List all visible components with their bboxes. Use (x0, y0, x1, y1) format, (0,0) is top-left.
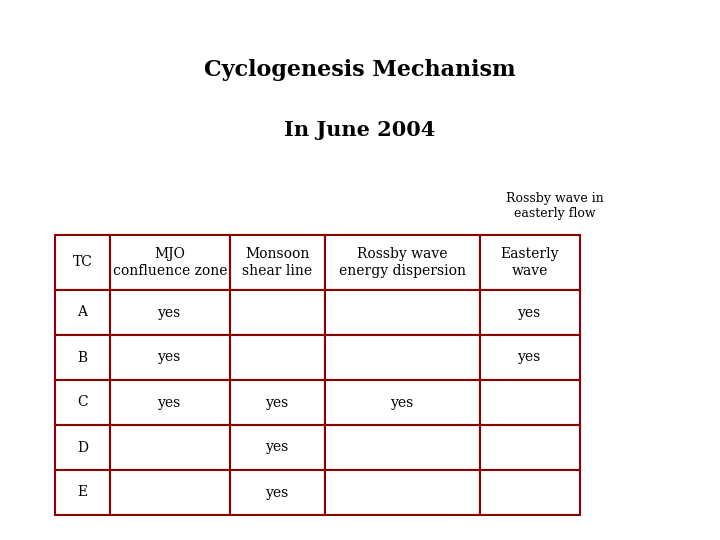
Text: yes: yes (266, 395, 289, 409)
Text: In June 2004: In June 2004 (284, 120, 436, 140)
Bar (55, 235, 110, 290)
Bar (230, 470, 325, 515)
Bar (110, 235, 230, 290)
Bar (325, 290, 480, 335)
Bar (110, 335, 230, 380)
Bar (325, 425, 480, 470)
Text: MJO
confluence zone: MJO confluence zone (113, 247, 228, 278)
Text: Rossby wave
energy dispersion: Rossby wave energy dispersion (339, 247, 466, 278)
Bar (110, 380, 230, 425)
Bar (325, 380, 480, 425)
Bar (325, 335, 480, 380)
Text: Easterly
wave: Easterly wave (500, 247, 559, 278)
Bar (230, 290, 325, 335)
Bar (230, 335, 325, 380)
Bar (55, 425, 110, 470)
Bar (55, 335, 110, 380)
Text: D: D (77, 441, 88, 455)
Text: Cyclogenesis Mechanism: Cyclogenesis Mechanism (204, 59, 516, 81)
Bar (230, 235, 325, 290)
Text: Monsoon
shear line: Monsoon shear line (243, 247, 312, 278)
Bar (480, 470, 580, 515)
Bar (480, 425, 580, 470)
Text: TC: TC (73, 255, 92, 269)
Bar (480, 335, 580, 380)
Text: yes: yes (266, 441, 289, 455)
Bar (110, 470, 230, 515)
Text: A: A (78, 306, 88, 320)
Bar (480, 235, 580, 290)
Bar (325, 235, 480, 290)
Bar (480, 380, 580, 425)
Bar (480, 290, 580, 335)
Text: Rossby wave in
easterly flow: Rossby wave in easterly flow (506, 192, 604, 220)
Text: B: B (78, 350, 88, 365)
Bar (230, 425, 325, 470)
Text: C: C (77, 395, 88, 409)
Bar (110, 425, 230, 470)
Text: yes: yes (158, 306, 181, 320)
Text: yes: yes (158, 395, 181, 409)
Bar (55, 470, 110, 515)
Bar (230, 380, 325, 425)
Bar (55, 290, 110, 335)
Text: yes: yes (158, 350, 181, 365)
Text: yes: yes (391, 395, 414, 409)
Bar (325, 470, 480, 515)
Text: yes: yes (518, 350, 541, 365)
Text: yes: yes (266, 485, 289, 500)
Text: E: E (78, 485, 88, 500)
Text: yes: yes (518, 306, 541, 320)
Bar (55, 380, 110, 425)
Bar (110, 290, 230, 335)
